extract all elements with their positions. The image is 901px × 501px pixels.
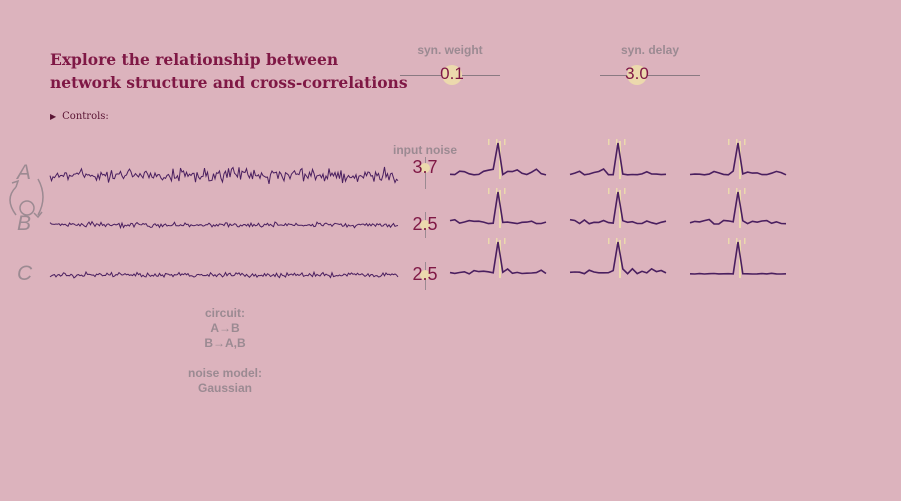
- lag-tick: [744, 188, 746, 194]
- xcorr-plot-1-0: [449, 191, 547, 225]
- controls-toggle[interactable]: ▶ Controls:: [50, 111, 109, 122]
- lag-tick: [488, 238, 490, 244]
- xcorr-plot-0-0: [449, 142, 547, 176]
- lag-tick: [624, 238, 626, 244]
- lag-tick: [616, 238, 618, 244]
- lag-tick: [496, 188, 498, 194]
- noise-value-b: 2.5: [412, 214, 438, 234]
- xcorr-plot-2-1: [569, 241, 667, 275]
- lag-tick: [616, 139, 618, 145]
- title-line-1: Explore the relationship between: [50, 50, 339, 69]
- noise-track-a[interactable]: [425, 157, 426, 189]
- syn-weight-value: 0.1: [440, 64, 464, 83]
- xcorr-plot-2-0: [449, 241, 547, 275]
- node-label-a: A: [17, 161, 32, 184]
- trace-a: [49, 166, 399, 185]
- xcorr-plot-1-1: [569, 191, 667, 225]
- zero-lag-marker: [619, 240, 621, 278]
- lag-tick: [488, 188, 490, 194]
- circuit-arrows-icon: [9, 178, 44, 219]
- lag-tick: [728, 139, 730, 145]
- lag-tick: [608, 188, 610, 194]
- lag-tick: [624, 188, 626, 194]
- syn-delay-value: 3.0: [625, 64, 649, 83]
- syn-weight-knob[interactable]: [442, 65, 462, 85]
- syn-delay-label: syn. delay: [620, 43, 680, 57]
- node-label-c: C: [17, 262, 33, 285]
- syn-delay-track[interactable]: [600, 75, 700, 76]
- lag-tick: [504, 188, 506, 194]
- lag-tick: [496, 238, 498, 244]
- xcorr-plot-0-1: [569, 142, 667, 176]
- lag-tick: [504, 139, 506, 145]
- noise-model-value: Gaussian: [197, 381, 253, 395]
- lag-tick: [736, 238, 738, 244]
- controls-label: Controls:: [62, 111, 109, 122]
- lag-tick: [616, 188, 618, 194]
- trace-b: [49, 220, 399, 230]
- lag-tick: [608, 238, 610, 244]
- noise-knob-a[interactable]: [420, 163, 430, 173]
- zero-lag-marker: [619, 190, 621, 228]
- circuit-info: circuit: A→B B→A,B: [170, 306, 280, 351]
- lag-tick: [744, 139, 746, 145]
- trace-c: [49, 270, 399, 279]
- circuit-line-2: B→A,B: [204, 336, 246, 350]
- noise-model-label: noise model:: [187, 366, 262, 380]
- lag-tick: [736, 188, 738, 194]
- lag-tick: [728, 238, 730, 244]
- syn-weight-label: syn. weight: [417, 43, 483, 57]
- xcorr-plot-2-2: [689, 241, 787, 275]
- lag-tick: [504, 238, 506, 244]
- xcorr-plot-1-2: [689, 191, 787, 225]
- noise-value-a: 3.7: [412, 157, 438, 177]
- lag-tick: [608, 139, 610, 145]
- xcorr-plot-0-2: [689, 142, 787, 176]
- input-noise-label: input noise: [393, 143, 457, 157]
- page-title: Explore the relationship between network…: [50, 48, 408, 94]
- zero-lag-marker: [739, 190, 741, 228]
- title-line-2: network structure and cross-correlations: [50, 73, 408, 92]
- lag-tick: [728, 188, 730, 194]
- node-label-b: B: [17, 212, 32, 235]
- noise-knob-b[interactable]: [420, 220, 430, 230]
- lag-tick: [624, 139, 626, 145]
- circuit-label: circuit:: [204, 306, 245, 320]
- lag-tick: [744, 238, 746, 244]
- syn-delay-knob[interactable]: [627, 65, 647, 85]
- noise-knob-c[interactable]: [420, 270, 430, 280]
- lag-tick: [496, 139, 498, 145]
- lag-tick: [736, 139, 738, 145]
- noise-value-c: 2.5: [412, 264, 438, 284]
- lag-tick: [488, 139, 490, 145]
- noise-model-info: noise model: Gaussian: [170, 366, 280, 396]
- circuit-line-1: A→B: [210, 321, 240, 335]
- disclosure-triangle-icon: ▶: [50, 112, 57, 121]
